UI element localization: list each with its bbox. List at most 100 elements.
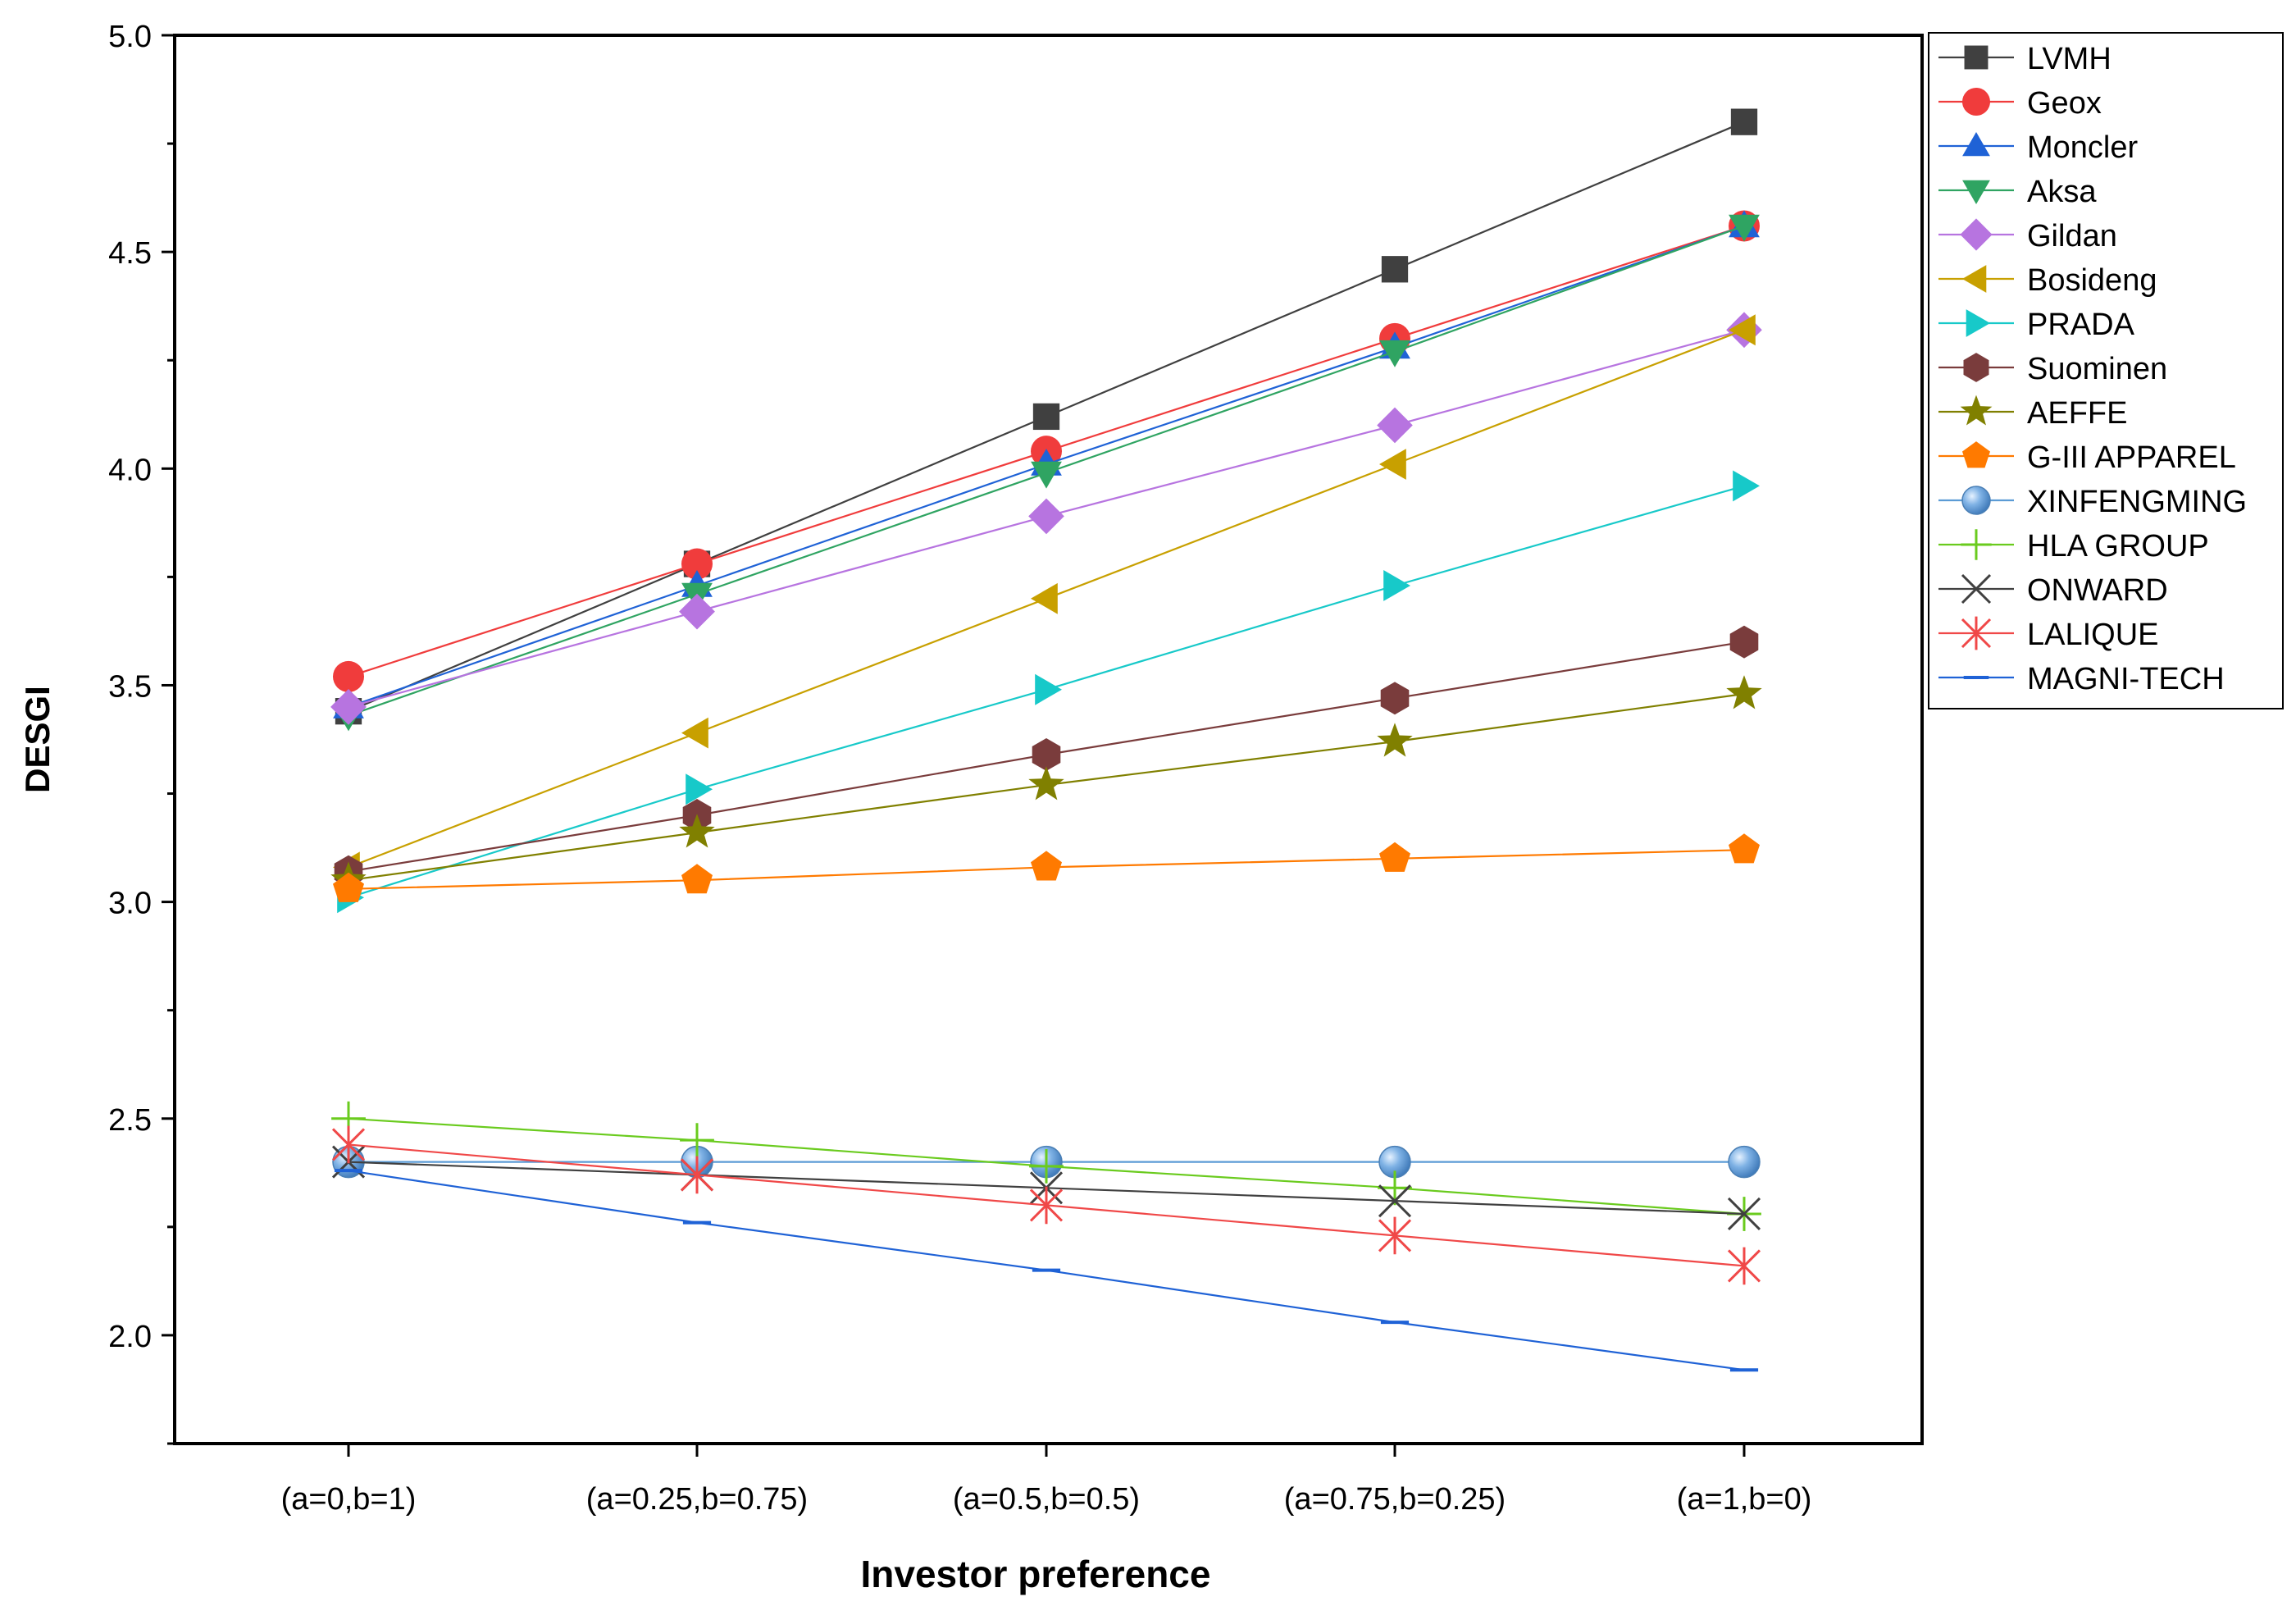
legend-label: Aksa: [2027, 175, 2097, 209]
legend-marker: [1962, 265, 1987, 293]
data-point: [679, 593, 715, 630]
legend-item: HLA GROUP: [1938, 529, 2209, 563]
x-tick-label: (a=0.75,b=0.25): [1284, 1482, 1506, 1517]
legend-item: Moncler: [1938, 130, 2138, 165]
data-point: [1029, 1148, 1064, 1184]
data-point: [1729, 314, 1756, 346]
legend-marker: [1963, 353, 1989, 382]
x-tick-label: (a=0.5,b=0.5): [953, 1482, 1140, 1517]
data-point: [1729, 625, 1759, 659]
data-point: [681, 864, 713, 894]
series-g-iii-apparel: [333, 833, 1760, 902]
legend-label: Suominen: [2027, 352, 2167, 386]
data-point: [1733, 470, 1760, 502]
legend-item: PRADA: [1938, 308, 2135, 342]
y-tick-label: 4.0: [108, 453, 152, 487]
legend-marker: [1961, 529, 1992, 560]
legend-label: PRADA: [2027, 308, 2135, 342]
y-tick-label: 5.0: [108, 20, 152, 54]
data-point: [1031, 851, 1062, 881]
data-point: [686, 773, 713, 805]
data-point: [331, 1125, 366, 1164]
data-point: [1380, 682, 1410, 715]
legend-label: XINFENGMING: [2027, 485, 2247, 519]
legend-label: LVMH: [2027, 42, 2112, 76]
legend-item: MAGNI-TECH: [1938, 662, 2225, 696]
legend-item: XINFENGMING: [1938, 485, 2247, 519]
legend-marker: [1961, 616, 1992, 650]
legend-label: G-III APPAREL: [2027, 440, 2236, 475]
data-point: [1383, 570, 1410, 601]
legend-marker: [1962, 441, 1990, 468]
legend-item: LALIQUE: [1938, 616, 2159, 652]
legend-label: ONWARD: [2027, 573, 2168, 608]
data-point: [1381, 256, 1409, 283]
data-point: [680, 1123, 714, 1158]
legend-label: Gildan: [2027, 219, 2117, 253]
legend-label: LALIQUE: [2027, 618, 2159, 652]
data-point: [680, 1156, 714, 1194]
data-point: [1726, 675, 1762, 709]
data-point: [1729, 214, 1760, 242]
y-tick-label: 2.5: [108, 1103, 152, 1138]
y-tick-label: 2.0: [108, 1320, 152, 1354]
x-tick-label: (a=0,b=1): [281, 1482, 417, 1517]
series-prada: [337, 470, 1760, 914]
data-point: [330, 689, 367, 725]
legend-label: MAGNI-TECH: [2027, 662, 2225, 696]
legend-item: Geox: [1938, 86, 2102, 121]
data-point: [1377, 407, 1413, 444]
data-point: [1377, 723, 1413, 757]
x-axis-title: Investor preference: [861, 1553, 1211, 1595]
data-point: [1379, 449, 1406, 480]
legend-marker: [1960, 218, 1993, 251]
legend-marker: [1964, 45, 1988, 70]
data-point: [1031, 461, 1062, 489]
data-point: [1029, 1186, 1064, 1225]
legend-item: LVMH: [1938, 42, 2112, 76]
data-point: [1032, 403, 1060, 431]
legend-item: Gildan: [1938, 218, 2117, 253]
legend-item: AEFFE: [1938, 395, 2127, 431]
data-point: [1379, 340, 1410, 367]
y-tick-label: 3.0: [108, 887, 152, 921]
data-point: [1028, 766, 1064, 801]
data-point: [333, 660, 364, 692]
series-magni-tech: [334, 1169, 1759, 1372]
y-tick-label: 3.5: [108, 669, 152, 704]
data-point: [1729, 833, 1760, 864]
data-point: [1378, 1216, 1412, 1255]
y-axis: 2.0 2.5 3.0 3.5 4.0 4.5 5.0: [108, 20, 175, 1445]
legend-item: Aksa: [1938, 175, 2097, 209]
legend-marker: [1961, 573, 1992, 604]
legend-marker: [1962, 132, 1990, 157]
data-point: [679, 814, 715, 848]
legend-label: Bosideng: [2027, 263, 2157, 298]
data-point: [1378, 1184, 1412, 1218]
data-point: [1031, 582, 1058, 614]
legend-label: AEFFE: [2027, 396, 2127, 431]
legend-item: ONWARD: [1938, 573, 2168, 608]
y-tick-label: 4.5: [108, 236, 152, 271]
legend-marker: [1961, 486, 1991, 515]
x-tick-label: (a=0.25,b=0.75): [586, 1482, 808, 1517]
legend-marker: [1962, 180, 1990, 204]
legend-marker: [1966, 309, 1990, 337]
data-point: [1728, 1145, 1761, 1179]
data-point: [681, 717, 708, 749]
legend-label: HLA GROUP: [2027, 529, 2209, 563]
legend-marker: [1962, 88, 1990, 116]
data-point: [1727, 1197, 1761, 1231]
x-tick-label: (a=1,b=0): [1677, 1482, 1812, 1517]
legend-item: Suominen: [1938, 352, 2167, 386]
legend-marker: [1960, 395, 1993, 426]
series-gildan: [330, 312, 1762, 725]
legend-item: G-III APPAREL: [1938, 440, 2236, 475]
data-point: [681, 548, 713, 580]
legend-item: Bosideng: [1938, 263, 2157, 298]
series-lalique: [331, 1125, 1761, 1285]
data-point: [1730, 108, 1758, 135]
data-point: [333, 872, 364, 902]
